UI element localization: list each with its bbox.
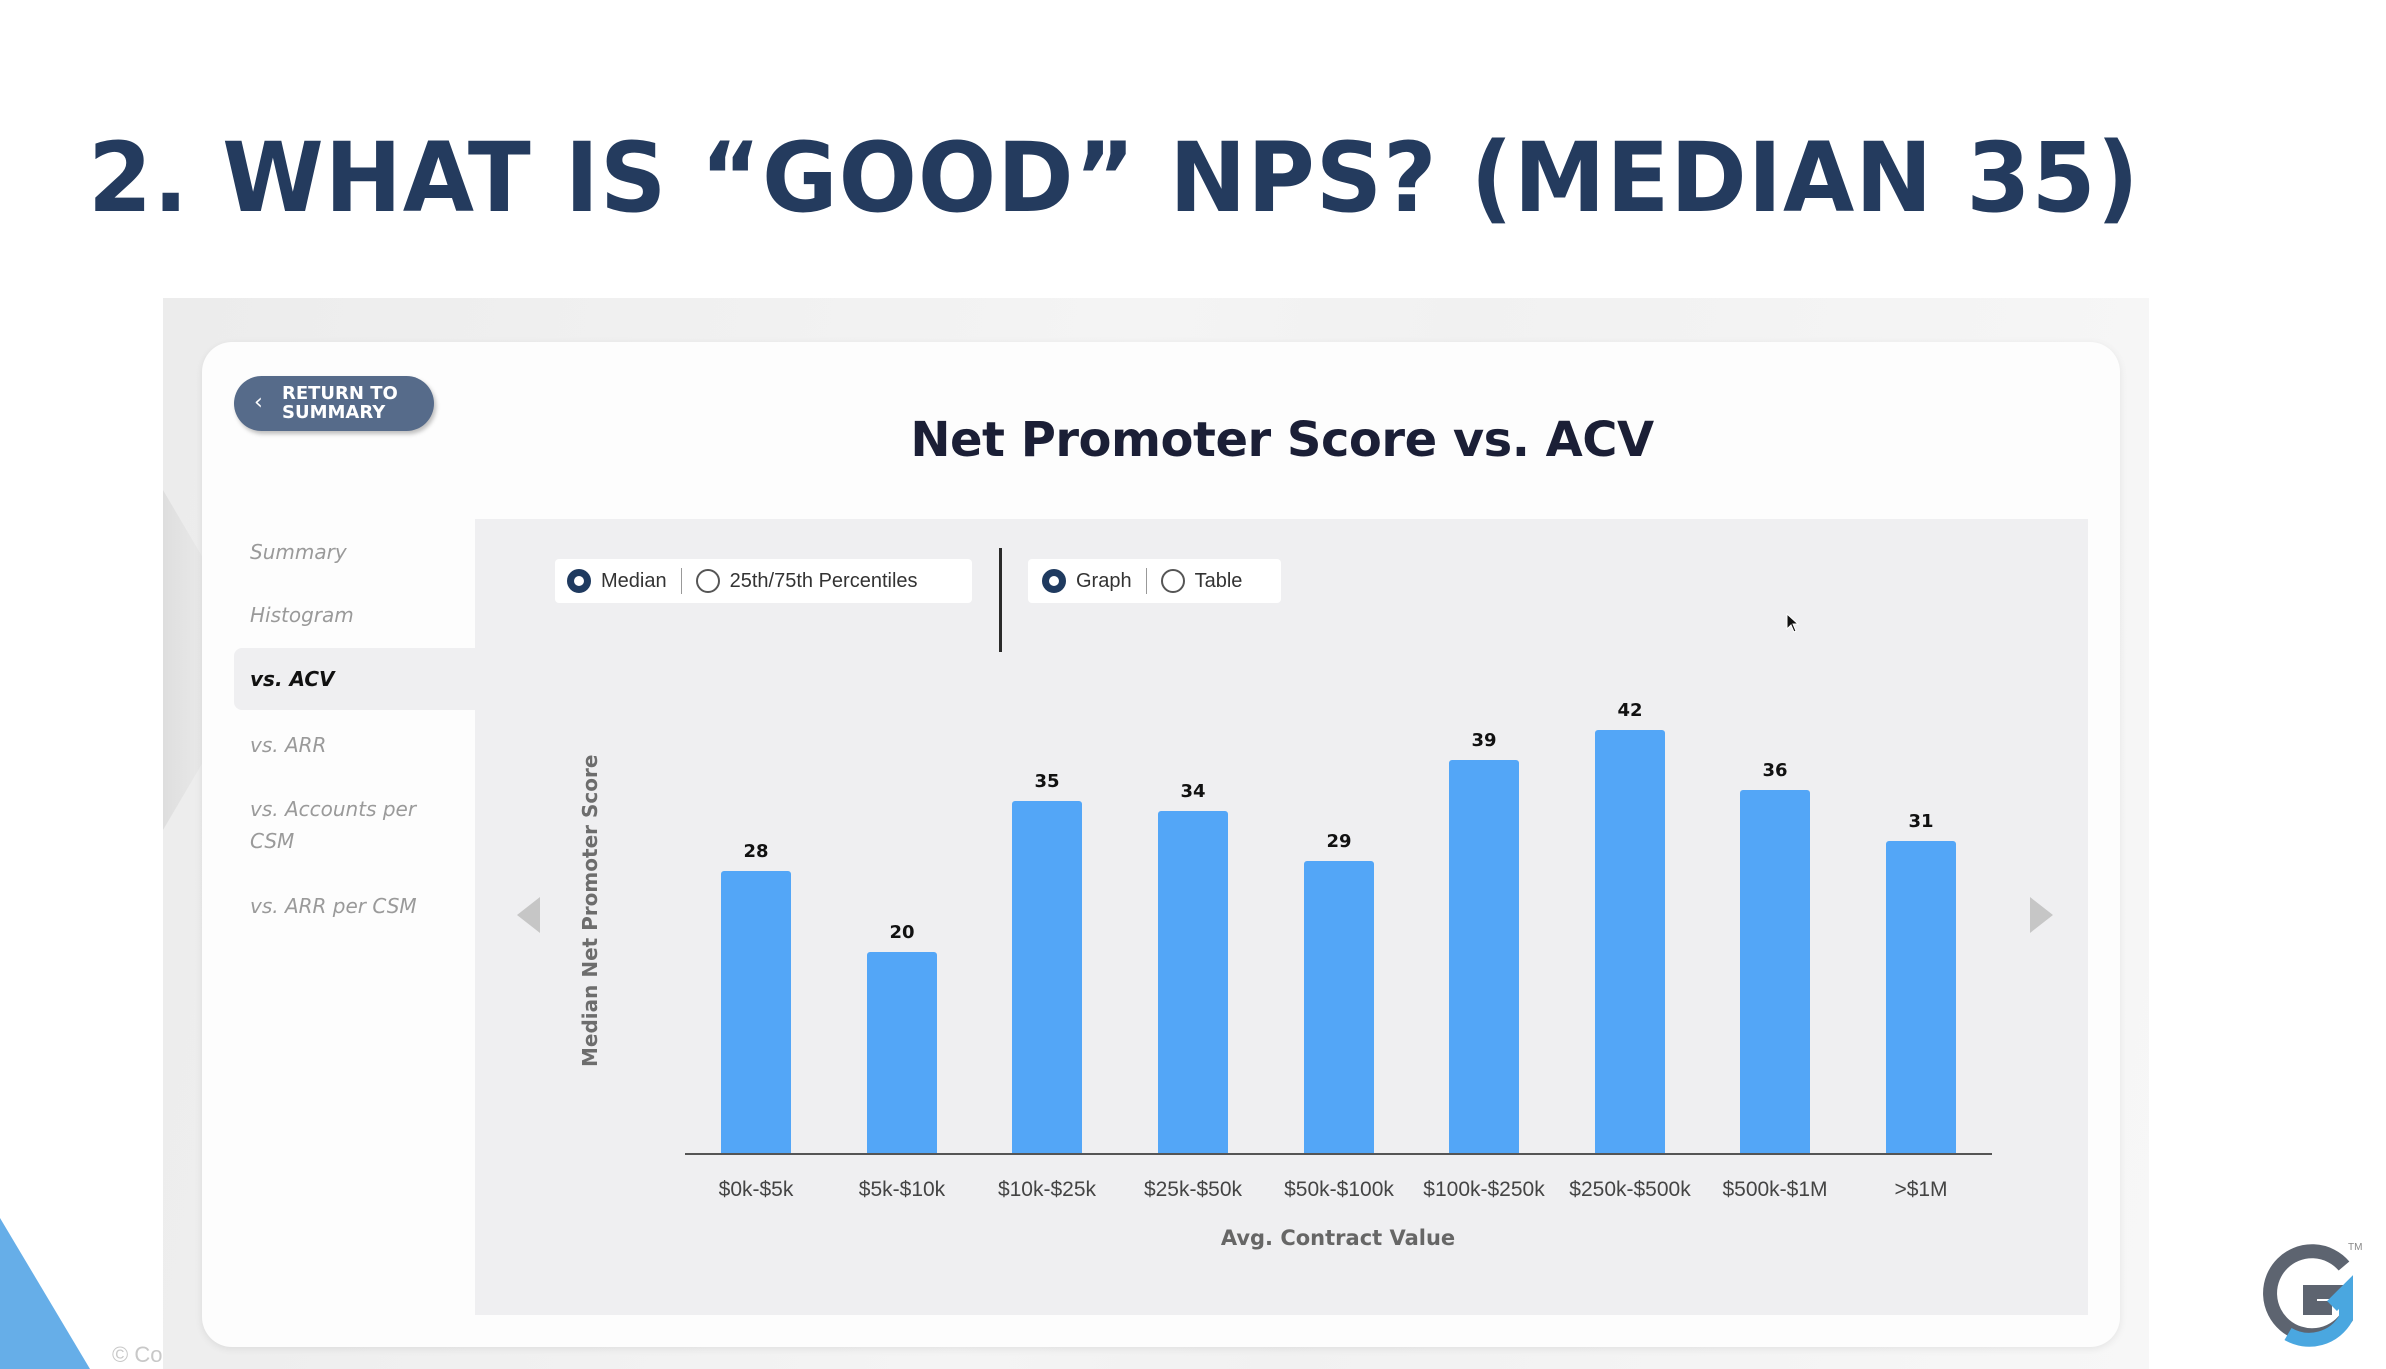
bar-value-label: 31 — [1908, 810, 1934, 832]
bar[interactable] — [1012, 800, 1082, 1154]
sidebar-item-label-line2: CSM — [250, 829, 295, 853]
radio-unselected-icon — [695, 569, 720, 593]
bar[interactable] — [1740, 790, 1810, 1154]
x-tick-label: $10k-$25k — [997, 1178, 1097, 1201]
x-tick-label: $0k-$5k — [718, 1178, 794, 1201]
sidebar-item-vs-accounts-per-csm[interactable]: vs. Accounts per CSM — [234, 793, 475, 857]
view-radio-group: Graph Table — [1028, 559, 1281, 603]
x-tick-label: $100k-$250k — [1423, 1178, 1545, 1201]
bar[interactable] — [1449, 760, 1519, 1154]
x-tick-label: >$1M — [1894, 1178, 1948, 1201]
x-tick-label: $500k-$1M — [1722, 1178, 1828, 1201]
radio-selected-icon — [1042, 569, 1066, 593]
chevron-left-icon: ‹ — [254, 390, 263, 415]
next-arrow-icon[interactable] — [2030, 897, 2053, 933]
bar-value-label: 20 — [889, 922, 915, 943]
x-axis-label: Avg. Contract Value — [1220, 1226, 1456, 1250]
decorative-triangle — [0, 1218, 90, 1369]
y-axis-label: Median Net Promoter Score — [578, 754, 602, 1067]
bar-value-label: 42 — [1617, 699, 1643, 721]
table-radio[interactable]: Table — [1160, 569, 1243, 593]
bar-value-label: 34 — [1180, 780, 1206, 802]
return-button-line1: RETURN TO — [282, 383, 398, 404]
sidebar-item-histogram[interactable]: Histogram — [250, 603, 354, 627]
median-radio[interactable]: Median — [567, 569, 667, 593]
sidebar-item-vs-acv[interactable]: vs. ACV — [234, 648, 475, 710]
percentiles-radio[interactable]: 25th/75th Percentiles — [695, 569, 918, 593]
bar[interactable] — [1886, 840, 1956, 1154]
x-tick-label: $5k-$10k — [858, 1178, 946, 1201]
bar[interactable] — [1595, 729, 1665, 1154]
slide-title: 2. WHAT IS “GOOD” NPS? (MEDIAN 35) — [88, 122, 2140, 234]
graph-label: Graph — [1076, 569, 1132, 592]
return-button-line2: SUMMARY — [282, 402, 386, 423]
radio-selected-icon — [567, 569, 591, 593]
x-tick-label: $25k-$50k — [1143, 1178, 1243, 1201]
x-tick-label: $50k-$100k — [1284, 1178, 1394, 1201]
bar-value-label: 29 — [1326, 831, 1352, 853]
sidebar-item-vs-arr[interactable]: vs. ARR — [250, 733, 327, 757]
graph-radio[interactable]: Graph — [1042, 569, 1132, 593]
bar[interactable] — [1158, 810, 1228, 1154]
sidebar-item-summary[interactable]: Summary — [250, 540, 347, 564]
bar[interactable] — [1304, 861, 1374, 1154]
x-axis-line — [685, 1153, 1992, 1155]
sidebar-item-label: vs. Accounts per — [250, 797, 417, 821]
sidebar-item-vs-arr-per-csm[interactable]: vs. ARR per CSM — [250, 894, 417, 918]
median-label: Median — [601, 569, 667, 592]
bar[interactable] — [867, 952, 937, 1154]
trademark: TM — [2348, 1242, 2362, 1253]
statistic-radio-group: Median 25th/75th Percentiles — [555, 559, 972, 603]
bar-value-label: 39 — [1471, 730, 1497, 752]
radio-unselected-icon — [1160, 569, 1185, 593]
control-divider — [999, 548, 1002, 652]
decorative-wedge — [163, 490, 203, 830]
gainsight-logo-icon: TM — [2263, 1242, 2362, 1347]
bar-value-label: 28 — [743, 841, 769, 863]
x-tick-label: $250k-$500k — [1569, 1178, 1691, 1201]
chart-title: Net Promoter Score vs. ACV — [910, 412, 1654, 468]
mouse-cursor-icon — [1786, 613, 1800, 633]
table-label: Table — [1194, 569, 1243, 592]
radio-separator — [1145, 568, 1147, 594]
radio-separator — [680, 568, 682, 594]
return-to-summary-button[interactable]: ‹ RETURN TO SUMMARY — [234, 376, 434, 431]
previous-arrow-icon[interactable] — [517, 897, 540, 933]
bar[interactable] — [721, 871, 791, 1154]
bar-value-label: 35 — [1034, 770, 1060, 792]
bar-value-label: 36 — [1762, 760, 1788, 782]
percentiles-label: 25th/75th Percentiles — [729, 569, 918, 592]
copyright-text: © Co — [112, 1342, 163, 1367]
